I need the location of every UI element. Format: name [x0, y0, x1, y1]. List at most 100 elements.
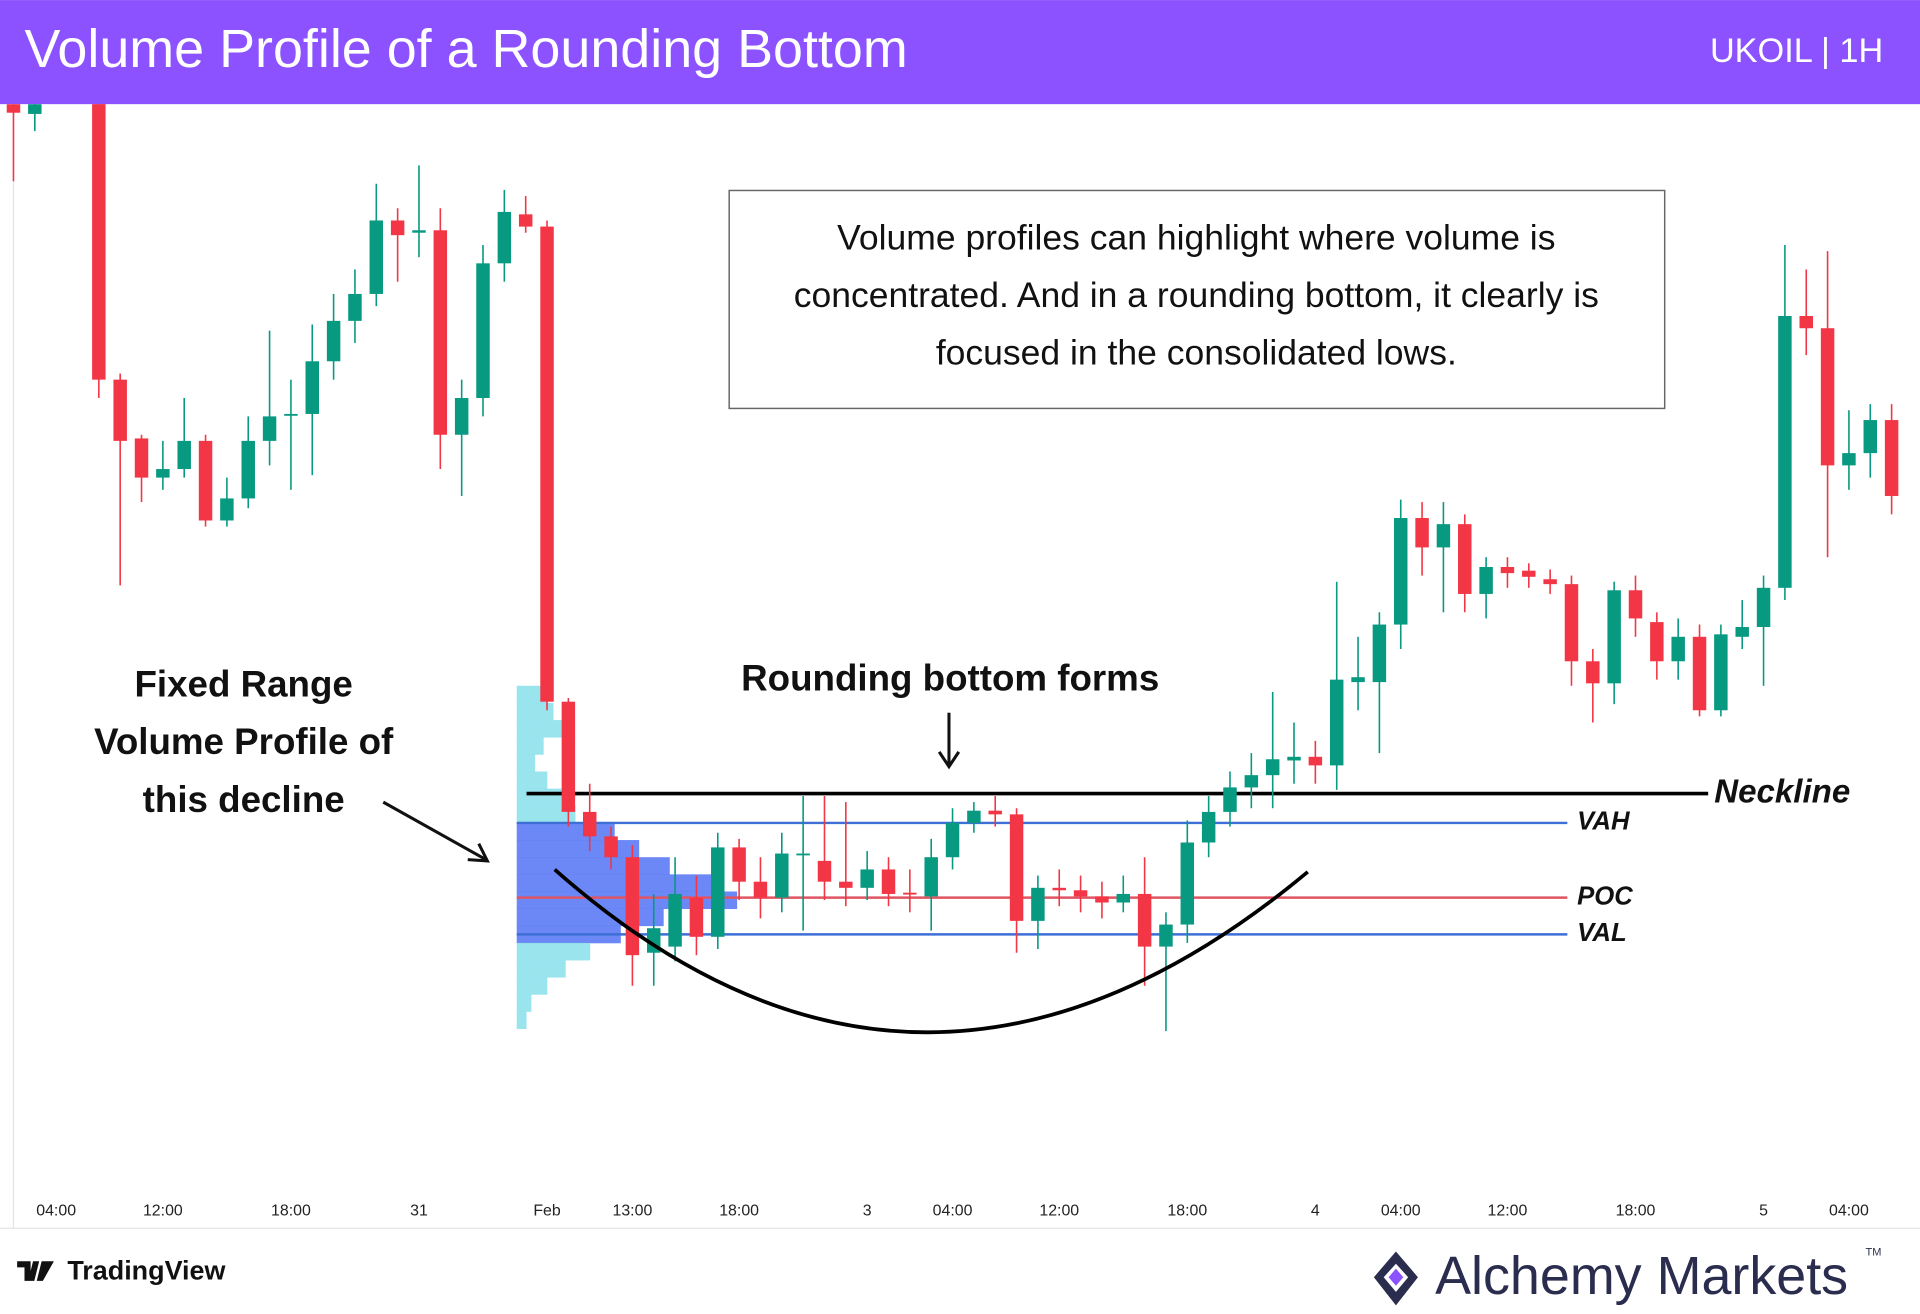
profile-bar — [516, 840, 640, 858]
candle-body — [326, 320, 341, 362]
candle-body — [1095, 896, 1109, 903]
candle-body — [369, 220, 384, 294]
candle-body — [241, 440, 255, 499]
candle-body — [1671, 636, 1685, 662]
candle-body — [6, 104, 21, 113]
candle-body — [1650, 622, 1664, 662]
candle-body — [881, 869, 896, 894]
candle-body — [113, 379, 127, 441]
brand-logo: Alchemy Markets TM — [1373, 1246, 1881, 1306]
profile-bar — [516, 1011, 527, 1029]
candle-body — [796, 853, 810, 856]
candle-body — [817, 860, 832, 882]
candle-body — [1479, 567, 1493, 594]
profile-bar — [516, 960, 566, 978]
profile-bar — [516, 737, 544, 755]
candle-body — [284, 413, 298, 416]
candle-body — [1863, 420, 1878, 454]
candle-body — [903, 892, 917, 895]
profile-bar — [516, 874, 713, 892]
candle-body — [1628, 590, 1643, 619]
profile-bar — [516, 857, 670, 875]
candle-body — [1159, 924, 1173, 947]
x-axis: 04:00 12:00 18:00 31 Feb 13:00 18:00 3 04:00 12:0… — [36, 1202, 1869, 1219]
profile-bar — [516, 771, 548, 789]
candle-body — [967, 810, 981, 823]
x-tick-label: 04:00 — [36, 1202, 76, 1219]
chart-title: Volume Profile of a Rounding Bottom — [24, 19, 907, 79]
profile-arrow — [382, 800, 490, 863]
candle-body — [1244, 775, 1259, 788]
candle-body — [348, 293, 362, 321]
candle-body — [1543, 579, 1557, 585]
candle-body — [220, 498, 234, 521]
x-tick-label: 18:00 — [1616, 1202, 1656, 1219]
annotation-text: Volume profiles can highlight where volu… — [794, 217, 1599, 372]
x-tick-label: 5 — [1759, 1202, 1768, 1219]
x-tick-label: 12:00 — [1488, 1202, 1528, 1219]
annotation-line: Volume profiles can highlight where volu… — [837, 217, 1555, 257]
candle-body — [668, 893, 682, 947]
candle-body — [924, 857, 938, 897]
level-label: VAL — [1577, 919, 1627, 947]
x-tick-label: 04:00 — [933, 1202, 973, 1219]
x-tick-label: 3 — [863, 1202, 872, 1219]
candle-body — [625, 857, 640, 956]
candle-body — [454, 398, 469, 435]
rounding-curve — [553, 868, 1309, 1035]
candle-body — [988, 810, 1002, 815]
candle-body — [1351, 677, 1365, 683]
candle-body — [1265, 759, 1280, 776]
x-tick-label: 04:00 — [1829, 1202, 1869, 1219]
candle-body — [1073, 890, 1088, 897]
profile-bar — [516, 702, 554, 721]
candle-body — [1137, 893, 1152, 947]
candle-body — [305, 361, 319, 414]
candle-body — [839, 881, 853, 888]
candle-body — [1714, 634, 1728, 711]
profile-bar — [516, 822, 615, 841]
candle-body — [1415, 518, 1429, 548]
profile-label-line: Fixed Range — [135, 664, 353, 705]
candle-body — [1500, 567, 1515, 574]
profile-bar — [516, 977, 548, 995]
candle-body — [1692, 636, 1707, 711]
candle-body — [1009, 814, 1024, 921]
chart-subtitle: UKOIL | 1H — [1710, 32, 1883, 70]
profile-bar — [516, 805, 576, 824]
x-tick-label: 04:00 — [1381, 1202, 1421, 1219]
candle-body — [1586, 661, 1600, 684]
level-label: POC — [1577, 882, 1633, 910]
brand-name: Alchemy Markets — [1435, 1246, 1848, 1306]
candle-body — [561, 701, 576, 812]
candle-body — [732, 847, 746, 882]
candle-body — [1116, 893, 1131, 903]
candle-body — [711, 847, 725, 937]
candle-body — [1394, 518, 1408, 625]
candle-body — [28, 104, 42, 114]
annotation-box — [728, 189, 1666, 410]
profile-bar — [516, 720, 566, 738]
candle-body — [518, 214, 533, 227]
profile-bar — [516, 908, 664, 927]
candle-body — [1607, 590, 1621, 684]
candle-body — [1458, 524, 1472, 594]
candle-body — [1201, 811, 1216, 843]
candle-body — [775, 853, 789, 898]
level-label: VAH — [1577, 808, 1630, 836]
candle-body — [412, 230, 426, 233]
candle-body — [92, 104, 106, 380]
candle-body — [156, 469, 170, 478]
source-label: TradingView — [67, 1255, 225, 1285]
candle-body — [1031, 887, 1045, 921]
x-tick-label: 31 — [410, 1202, 428, 1219]
candle-body — [1564, 584, 1579, 662]
x-tick-label: 18:00 — [1167, 1202, 1207, 1219]
pattern-label: Rounding bottom forms — [741, 658, 1159, 699]
neckline-label: Neckline — [1714, 773, 1850, 810]
candle-body — [1799, 315, 1813, 329]
candle-body — [1372, 624, 1387, 683]
tradingview-logo: TradingView — [17, 1255, 225, 1285]
candle-body — [134, 438, 149, 478]
